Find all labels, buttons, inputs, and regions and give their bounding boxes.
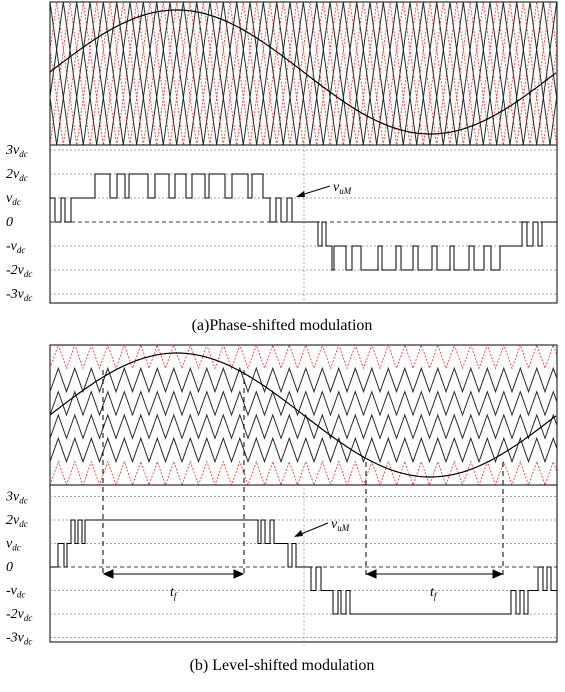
carrier-b-3 (50, 390, 557, 417)
panel-a-reference-sine (49, 9, 557, 135)
y-tick-main: -v (6, 239, 18, 254)
y-tick-main: 2v (6, 513, 20, 528)
panel-a-output-frame (49, 144, 558, 304)
y-tick-main: 2v (6, 167, 20, 182)
panel-a-output-label: vuM (333, 180, 352, 196)
y-tick-label-0: 3vdc (5, 490, 28, 506)
carrier-b-1 (50, 345, 557, 370)
carrier-a-2 (50, 2, 557, 145)
tf-label-2: tf (430, 585, 438, 601)
y-tick-main: 3v (5, 143, 20, 158)
y-tick-sub: dc (24, 637, 33, 647)
tf-arrowhead-2b (492, 569, 504, 579)
tf-arrowhead-1b (233, 569, 245, 579)
y-tick-sub: dc (12, 543, 21, 553)
y-tick-label-2: vdc (6, 537, 21, 553)
panel-b-arrowhead (294, 530, 303, 537)
panel-b-caption: (b) Level-shifted modulation (190, 657, 375, 674)
y-tick-main: -v (6, 584, 18, 599)
y-tick-sub: dc (19, 496, 28, 506)
carrier-b-6 (50, 460, 557, 485)
panel-b-carriers (50, 345, 557, 485)
panel-a-carriers (50, 2, 557, 145)
y-tick-sub: dc (19, 173, 28, 183)
panel-b-output-frame (49, 484, 558, 643)
carrier-b-5 (50, 436, 557, 464)
y-tick-label-4: -vdc (6, 239, 25, 255)
y-tick-label-0: 3vdc (5, 143, 28, 159)
panel-b-output-label: vuM (331, 517, 350, 533)
y-tick-sub: dc (19, 149, 28, 159)
y-tick-label-6: -3vdc (6, 287, 32, 303)
panel-b-reference-sine (49, 352, 557, 478)
y-tick-label-4: -vdc (6, 584, 25, 600)
y-tick-main: v (6, 537, 13, 552)
y-tick-label-1: 2vdc (6, 167, 28, 183)
y-tick-sub: dc (24, 613, 33, 623)
y-tick-label-3: 0 (6, 560, 13, 575)
tf-label-1: tf (170, 585, 178, 601)
y-tick-label-5: -2vdc (6, 607, 32, 623)
y-tick-main: 3v (5, 490, 20, 505)
panel-a-arrowhead (296, 191, 305, 197)
carrier-b-2 (50, 366, 557, 394)
y-tick-label-2: vdc (6, 191, 21, 207)
y-tick-main: v (6, 191, 13, 206)
panel-a-caption: (a)Phase-shifted modulation (192, 317, 373, 334)
y-tick-sub: dc (24, 293, 33, 303)
y-tick-sub: dc (19, 519, 28, 529)
panel-b-interval-markers (102, 370, 504, 575)
y-tick-label-5: -2vdc (6, 263, 32, 279)
y-tick-main: -2v (6, 607, 25, 622)
y-tick-main: -3v (6, 631, 25, 646)
y-tick-sub: dc (12, 197, 21, 207)
panel-b-interval-arrows (102, 569, 504, 579)
panel-a-output-waveform (50, 173, 557, 271)
y-tick-sub: dc (17, 245, 26, 255)
panel-b-output-waveform (50, 519, 558, 615)
y-tick-main: -3v (6, 287, 25, 302)
y-tick-label-6: -3vdc (6, 631, 32, 647)
y-tick-main: -2v (6, 263, 25, 278)
carrier-a-4 (50, 2, 557, 145)
carrier-b-4 (50, 413, 557, 440)
tf-arrowhead-1a (102, 569, 114, 579)
carrier-a-5 (50, 2, 557, 145)
y-tick-sub: dc (24, 269, 33, 279)
carrier-a-6 (50, 2, 557, 145)
y-tick-sub: dc (17, 590, 26, 600)
y-tick-label-1: 2vdc (6, 513, 28, 529)
y-tick-label-3: 0 (6, 215, 13, 230)
tf-arrowhead-2a (365, 569, 377, 579)
